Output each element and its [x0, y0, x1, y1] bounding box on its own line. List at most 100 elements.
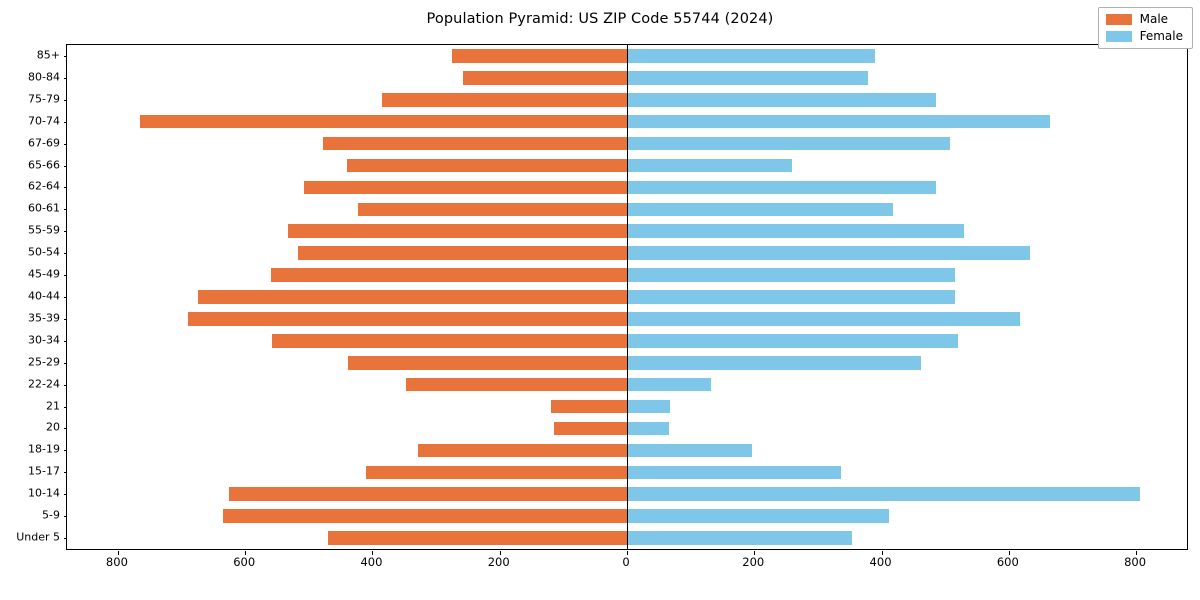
bar-female[interactable] — [627, 92, 936, 107]
y-axis-tick-label: 21 — [46, 399, 60, 413]
y-axis-tick-label: 62-64 — [28, 179, 60, 193]
bar-male[interactable] — [550, 399, 627, 414]
bar-female[interactable] — [627, 465, 842, 480]
x-axis-tick-label: 400 — [360, 555, 383, 569]
y-axis-tick-mark — [63, 275, 67, 277]
bar-row — [67, 421, 1187, 436]
bar-row — [67, 355, 1187, 370]
bar-male[interactable] — [298, 246, 627, 260]
bar-male[interactable] — [322, 136, 627, 151]
y-axis-tick-label: 22-24 — [28, 377, 60, 391]
y-axis-tick-mark — [63, 472, 67, 474]
bar-row — [67, 136, 1187, 151]
bar-male[interactable] — [229, 487, 627, 501]
bar-male[interactable] — [366, 465, 627, 480]
bar-female[interactable] — [627, 246, 1030, 260]
bar-female[interactable] — [627, 114, 1051, 129]
bar-female[interactable] — [627, 158, 793, 173]
bar-male[interactable] — [270, 268, 627, 282]
bar-female[interactable] — [627, 290, 955, 304]
bar-female[interactable] — [627, 71, 868, 85]
bar-row — [67, 509, 1187, 523]
bar-female[interactable] — [627, 509, 890, 523]
legend-swatch-male-icon — [1105, 13, 1132, 25]
bar-female[interactable] — [627, 136, 951, 151]
chart-title: Population Pyramid: US ZIP Code 55744 (2… — [426, 11, 774, 27]
y-axis-tick-mark — [63, 297, 67, 298]
bar-female[interactable] — [627, 312, 1021, 326]
bar-row — [67, 443, 1187, 458]
bar-female[interactable] — [627, 443, 753, 458]
bar-female[interactable] — [627, 531, 853, 545]
x-axis-tick-mark — [627, 551, 628, 555]
legend-item-male[interactable]: Male — [1105, 13, 1183, 25]
legend-swatch-female-icon — [1105, 30, 1132, 42]
y-axis-tick-mark — [63, 362, 67, 364]
bar-male[interactable] — [327, 531, 627, 545]
y-axis-tick-label: 75-79 — [28, 92, 60, 106]
bar-female[interactable] — [627, 268, 956, 282]
bar-male[interactable] — [303, 180, 627, 195]
y-axis-tick-label: 70-74 — [28, 114, 60, 128]
bar-male[interactable] — [198, 290, 627, 304]
y-axis-tick-label: 65-66 — [28, 158, 60, 172]
bar-female[interactable] — [627, 355, 921, 370]
x-axis-tick-mark — [117, 551, 119, 555]
legend-label-female: Female — [1139, 29, 1183, 43]
y-axis-tick-label: 20 — [46, 420, 60, 434]
bar-male[interactable] — [405, 377, 627, 392]
y-axis-tick-mark — [63, 143, 67, 145]
bar-male[interactable] — [418, 443, 627, 458]
y-axis-tick-mark — [63, 253, 67, 255]
y-axis-tick-label: 10-14 — [28, 486, 60, 500]
bar-row — [67, 399, 1187, 414]
bar-female[interactable] — [627, 334, 958, 348]
y-axis-tick-label: 55-59 — [28, 223, 60, 237]
bar-male[interactable] — [288, 224, 627, 239]
bar-female[interactable] — [627, 49, 876, 63]
bar-female[interactable] — [627, 224, 965, 239]
bar-row — [67, 92, 1187, 107]
bar-female[interactable] — [627, 487, 1140, 501]
bar-female[interactable] — [627, 399, 671, 414]
x-axis-tick-mark — [1136, 551, 1138, 555]
y-axis-tick-mark — [63, 318, 67, 320]
bar-row — [67, 71, 1187, 85]
bar-male[interactable] — [347, 158, 627, 173]
bar-row — [67, 114, 1187, 129]
y-axis-tick-mark — [63, 450, 67, 452]
bar-male[interactable] — [553, 421, 627, 436]
bar-male[interactable] — [462, 71, 627, 85]
y-axis-tick-mark — [63, 231, 67, 233]
bar-male[interactable] — [222, 509, 627, 523]
x-axis-tick-label: 200 — [742, 555, 765, 569]
y-axis-tick-mark — [63, 384, 67, 386]
x-axis-tick-label: 800 — [1124, 555, 1147, 569]
legend-item-female[interactable]: Female — [1105, 29, 1183, 43]
x-axis-tick-mark — [245, 551, 247, 555]
bar-male[interactable] — [348, 355, 627, 370]
y-axis-tick-mark — [63, 77, 67, 79]
y-axis-tick-label: Under 5 — [16, 530, 60, 544]
bar-row — [67, 531, 1187, 545]
chart-legend: Male Female — [1097, 7, 1193, 49]
bar-row — [67, 180, 1187, 195]
bar-male[interactable] — [271, 334, 627, 348]
bar-row — [67, 377, 1187, 392]
bar-male[interactable] — [452, 49, 627, 63]
bar-male[interactable] — [187, 312, 627, 326]
bar-female[interactable] — [627, 202, 893, 217]
y-axis-tick-mark — [63, 538, 67, 540]
bar-row — [67, 465, 1187, 480]
bar-female[interactable] — [627, 377, 711, 392]
bar-male[interactable] — [358, 202, 627, 217]
bar-female[interactable] — [627, 421, 669, 436]
bar-male[interactable] — [382, 92, 627, 107]
y-axis-tick-label: 25-29 — [28, 355, 60, 369]
bar-male[interactable] — [140, 114, 627, 129]
bar-female[interactable] — [627, 180, 936, 195]
bar-row — [67, 334, 1187, 348]
y-axis-tick-label: 45-49 — [28, 267, 60, 281]
x-axis-tick-mark — [372, 551, 374, 555]
x-axis-tick-label: 600 — [233, 555, 256, 569]
